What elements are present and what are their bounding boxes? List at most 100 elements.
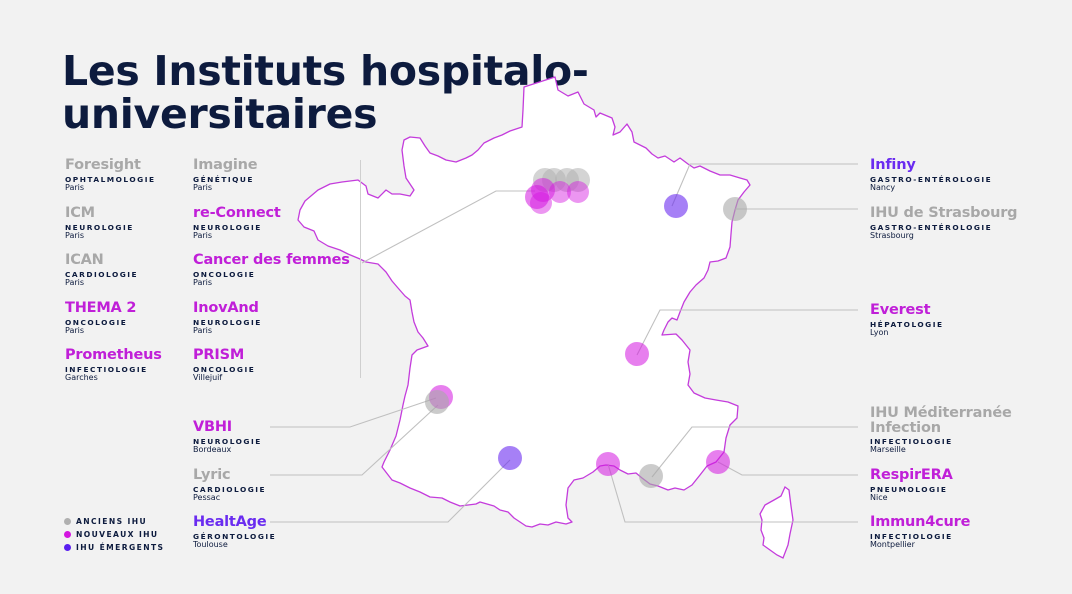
ihu-name: ICM [65, 205, 95, 221]
ihu-city: Paris [65, 277, 85, 287]
ihu-vbhi[interactable]: VBHI NEUROLOGIE Bordeaux [193, 420, 262, 454]
ihu-specialty: INFECTIOLOGIE [870, 437, 953, 446]
ihu-imagine[interactable]: Imagine GÉNÉTIQUE Paris [193, 157, 258, 192]
ihu-city: Nancy [870, 182, 896, 192]
ihu-immun4cure[interactable]: Immun4cure INFECTIOLOGIE Montpellier [870, 515, 970, 549]
ihu-name: InovAnd [193, 300, 259, 316]
grey-dot-icon [64, 518, 71, 525]
paris-column-divider [360, 160, 361, 378]
ihu-prism[interactable]: PRISM ONCOLOGIE Villejuif [193, 348, 255, 382]
ihu-ican[interactable]: ICAN CARDIOLOGIE Paris [65, 253, 138, 287]
ihu-city: Paris [193, 230, 213, 240]
ihu-name: Foresight [65, 157, 141, 173]
ihu-name: VBHI [193, 419, 233, 435]
ihu-name: re-Connect [193, 205, 281, 221]
magenta-dot-icon [64, 531, 71, 538]
ihu-re-connect[interactable]: re-Connect NEUROLOGIE Paris [193, 206, 281, 240]
violet-dot-icon [64, 544, 71, 551]
ihu-foresight[interactable]: Foresight OPHTALMOLOGIE Paris [65, 158, 156, 192]
ihu-name: ICAN [65, 252, 104, 268]
legend-item-emergents: IHU ÉMERGENTS [64, 541, 164, 554]
ihu-name: Immun4cure [870, 514, 971, 530]
ihu-specialty: INFECTIOLOGIE [65, 364, 148, 374]
ihu-name-line-1: IHU Méditerranée [870, 405, 1012, 421]
ihu-strasbourg[interactable]: IHU de Strasbourg GASTRO-ENTÉROLOGIE Str… [870, 205, 1018, 240]
ihu-specialty: INFECTIOLOGIE [870, 531, 953, 541]
ihu-name: Infiny [870, 157, 916, 173]
paris-dots [525, 168, 590, 214]
ihu-lyric[interactable]: Lyric CARDIOLOGIE Pessac [193, 468, 266, 502]
ihu-inovand[interactable]: InovAnd NEUROLOGIE Paris [193, 301, 262, 335]
ihu-city: Nice [870, 492, 888, 502]
ihu-specialty: CARDIOLOGIE [193, 484, 267, 494]
ihu-specialty: ONCOLOGIE [193, 269, 256, 279]
dot-healtage [498, 446, 522, 470]
legend: ANCIENS IHU NOUVEAUX IHU IHU ÉMERGENTS [64, 515, 164, 554]
legend-label: NOUVEAUX IHU [76, 530, 159, 539]
ihu-name: THEMA 2 [65, 300, 137, 316]
title-line-1: Les Instituts hospitalo- [62, 47, 589, 95]
legend-label: ANCIENS IHU [76, 517, 148, 526]
ihu-city: Strasbourg [870, 230, 914, 240]
ihu-city: Montpellier [870, 539, 915, 549]
ihu-city: Paris [193, 325, 213, 335]
ihu-city: Villejuif [193, 372, 223, 382]
ihu-city: Pessac [193, 492, 221, 502]
dot-marseille [639, 464, 663, 488]
ihu-city: Garches [65, 372, 98, 382]
ihu-name: Prometheus [65, 347, 162, 363]
ihu-name: IHU de Strasbourg [870, 205, 1018, 221]
ihu-name: RespirERA [870, 467, 953, 483]
ihu-specialty: GÉRONTOLOGIE [193, 531, 277, 541]
ihu-prometheus[interactable]: Prometheus INFECTIOLOGIE Garches [65, 348, 162, 382]
ihu-name: Imagine [193, 157, 258, 173]
ihu-icm[interactable]: ICM NEUROLOGIE Paris [65, 206, 134, 240]
ihu-specialty: CARDIOLOGIE [65, 269, 139, 279]
ihu-name: Everest [870, 302, 931, 318]
ihu-specialty: GASTRO-ENTÉROLOGIE [870, 222, 993, 232]
dot-strasbourg [723, 197, 747, 221]
title-line-2: universitaires [62, 90, 378, 138]
ihu-everest[interactable]: Everest HÉPATOLOGIE Lyon [870, 303, 944, 337]
dot-everest [625, 342, 649, 366]
ihu-healtage[interactable]: HealtAge GÉRONTOLOGIE Toulouse [193, 515, 276, 549]
ihu-specialty: OPHTALMOLOGIE [65, 174, 156, 184]
ihu-city: Bordeaux [193, 444, 232, 454]
france-mainland-outline [297, 76, 751, 528]
legend-item-anciens: ANCIENS IHU [64, 515, 164, 528]
ihu-name: HealtAge [193, 514, 267, 530]
ihu-specialty: ONCOLOGIE [193, 364, 256, 374]
ihu-city: Marseille [870, 445, 906, 455]
ihu-city: Paris [65, 230, 85, 240]
ihu-name: PRISM [193, 347, 245, 363]
ihu-city: Paris [193, 182, 213, 192]
legend-item-nouveaux: NOUVEAUX IHU [64, 528, 164, 541]
ihu-thema2[interactable]: THEMA 2 ONCOLOGIE Paris [65, 300, 137, 335]
dot-respirera [706, 450, 730, 474]
ihu-city: Paris [65, 325, 85, 335]
ihu-respirera[interactable]: RespirERA PNEUMOLOGIE Nice [870, 468, 953, 502]
ihu-specialty: NEUROLOGIE [193, 317, 262, 327]
ihu-cancer-des-femmes[interactable]: Cancer des femmes ONCOLOGIE Paris [193, 253, 350, 287]
ihu-specialty: HÉPATOLOGIE [870, 319, 944, 329]
ihu-specialty: GÉNÉTIQUE [193, 174, 254, 184]
ihu-specialty: ONCOLOGIE [65, 317, 128, 327]
ihu-specialty: NEUROLOGIE [193, 436, 262, 446]
ihu-specialty: PNEUMOLOGIE [870, 484, 948, 494]
ihu-city: Paris [65, 182, 85, 192]
ihu-name-line-2: Infection [870, 419, 941, 436]
dot-lyric [425, 390, 449, 414]
dot-immun4cure [596, 452, 620, 476]
ihu-specialty: NEUROLOGIE [193, 222, 262, 232]
ihu-city: Toulouse [193, 539, 228, 549]
ihu-name: Lyric [193, 467, 231, 483]
dot-infiny [664, 194, 688, 218]
legend-label: IHU ÉMERGENTS [76, 543, 165, 552]
page-title: Les Instituts hospitalo- universitaires [62, 50, 589, 136]
ihu-infiny[interactable]: Infiny GASTRO-ENTÉROLOGIE Nancy [870, 158, 992, 192]
ihu-city: Lyon [870, 327, 889, 337]
ihu-name: Cancer des femmes [193, 252, 350, 268]
ihu-specialty: GASTRO-ENTÉROLOGIE [870, 174, 993, 184]
ihu-mediterranee-infection[interactable]: IHU Méditerranée Infection INFECTIOLOGIE… [870, 406, 1012, 454]
